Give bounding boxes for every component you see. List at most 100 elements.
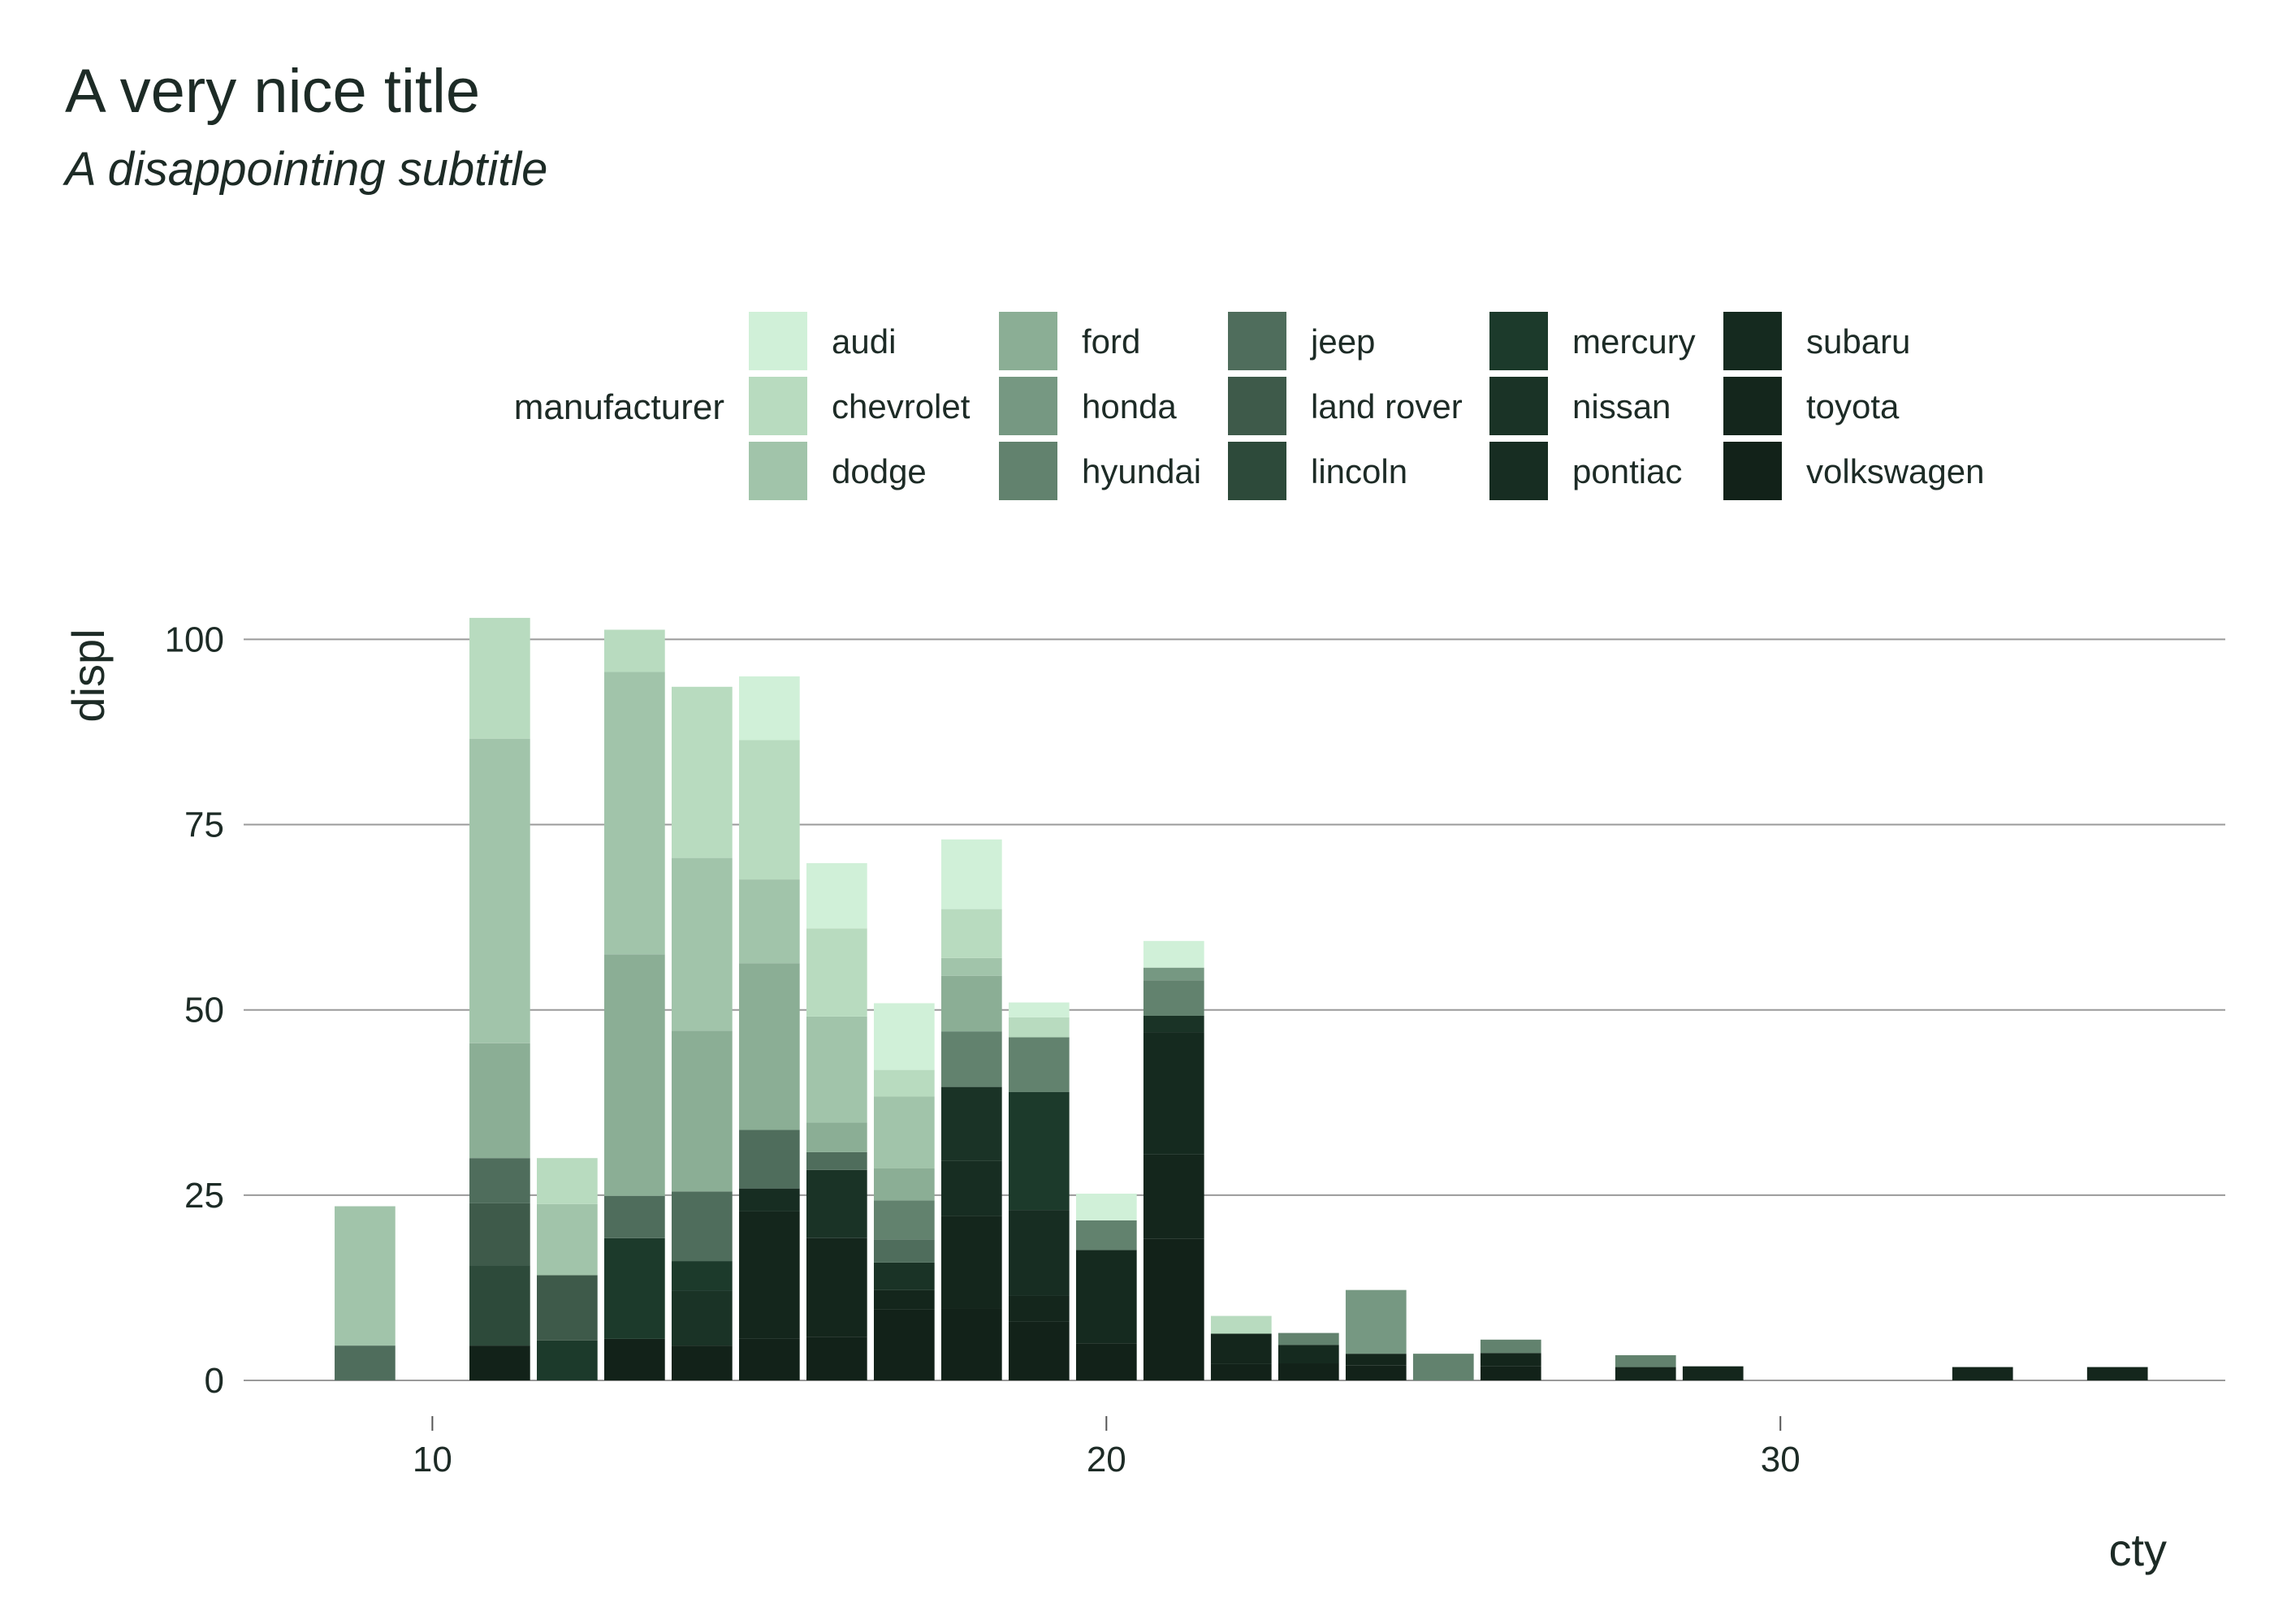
chart-subtitle: A disappointing subtitle — [63, 143, 547, 196]
legend-item-lincoln: lincoln — [1228, 442, 1407, 500]
bar-segment-volkswagen — [1278, 1363, 1339, 1380]
bar-segment-chevrolet — [739, 740, 800, 880]
bar-segment-mercury — [604, 1237, 665, 1339]
bar-segment-nissan — [1143, 1015, 1204, 1033]
bar-segment-subaru — [1075, 1250, 1137, 1344]
bar-segment-ford — [739, 963, 800, 1130]
legend-item-toyota: toyota — [1723, 377, 1900, 435]
legend-label: chevrolet — [832, 387, 971, 425]
bar-segment-nissan — [873, 1262, 935, 1290]
legend-swatch — [1228, 377, 1286, 435]
bar-segment-volkswagen — [672, 1345, 733, 1380]
legend-item-nissan: nissan — [1489, 377, 1671, 435]
bar-segment-hyundai — [873, 1200, 935, 1240]
x-axis-title: cty — [2108, 1524, 2167, 1575]
y-tick-label: 25 — [184, 1176, 224, 1216]
bar-segment-land-rover — [537, 1275, 598, 1341]
legend-label: subaru — [1806, 322, 1910, 361]
legend-item-land-rover: land rover — [1228, 377, 1463, 435]
bar-segment-volkswagen — [1143, 1238, 1204, 1380]
bar-segment-toyota — [2086, 1367, 2148, 1380]
legend-label: lincoln — [1311, 452, 1407, 490]
bar-segment-toyota — [1480, 1353, 1541, 1367]
bar-segment-toyota — [1143, 1154, 1204, 1239]
bar-segment-dodge — [940, 957, 1002, 976]
bar-segment-jeep — [335, 1345, 396, 1380]
bar-segment-volkswagen — [604, 1338, 665, 1380]
bar-segment-pontiac — [739, 1188, 800, 1212]
legend-label: land rover — [1311, 387, 1463, 425]
y-tick-label: 100 — [165, 620, 224, 659]
legend-swatch — [1723, 442, 1782, 500]
bar-segment-hyundai — [1008, 1037, 1070, 1092]
bar-segment-audi — [940, 839, 1002, 909]
bar-segment-mercury — [672, 1261, 733, 1291]
legend-item-mercury: mercury — [1489, 312, 1696, 370]
legend-label: hyundai — [1082, 452, 1201, 490]
bar-segment-hyundai — [940, 1031, 1002, 1087]
bar-segment-chevrolet — [469, 617, 530, 739]
legend-swatch — [1489, 312, 1548, 370]
legend-swatch — [999, 442, 1057, 500]
legend: manufacturer audi chevrolet dodge ford honda… — [514, 312, 1984, 500]
bar-segment-chevrolet — [537, 1158, 598, 1204]
legend-label: audi — [832, 322, 896, 361]
bar-segment-hyundai — [1615, 1354, 1676, 1367]
bar-segment-audi — [739, 676, 800, 741]
bar-segment-jeep — [739, 1129, 800, 1189]
legend-item-jeep: jeep — [1228, 312, 1375, 370]
bar-segment-volkswagen — [1345, 1365, 1407, 1380]
bar-segment-nissan — [672, 1290, 733, 1346]
bar-segment-toyota — [1345, 1354, 1407, 1366]
axes: 0 25 50 75 100 10 20 30 — [165, 620, 1801, 1479]
bar-segment-chevrolet — [1210, 1315, 1272, 1334]
bar-segment-toyota — [873, 1289, 935, 1310]
bar-segment-volkswagen — [873, 1309, 935, 1380]
legend-swatch — [1228, 442, 1286, 500]
bar-segment-ford — [806, 1122, 867, 1152]
bar-segment-audi — [1008, 1002, 1070, 1017]
bar-segment-chevrolet — [672, 686, 733, 858]
legend-swatch — [1723, 377, 1782, 435]
bar-segment-jeep — [806, 1151, 867, 1170]
legend-label: ford — [1082, 322, 1140, 361]
bar-segment-jeep — [672, 1191, 733, 1262]
bar-segment-audi — [873, 1003, 935, 1070]
bar-segment-ford — [873, 1168, 935, 1201]
bar-segment-toyota — [1210, 1333, 1272, 1364]
legend-swatch — [1489, 377, 1548, 435]
bar-segment-lincoln — [469, 1265, 530, 1346]
y-tick-label: 0 — [205, 1361, 224, 1401]
bar-segment-audi — [1075, 1194, 1137, 1220]
legend-item-audi: audi — [749, 312, 896, 370]
legend-swatch — [749, 312, 807, 370]
chart-title: A very nice title — [65, 57, 480, 126]
bar-segment-ford — [469, 1043, 530, 1159]
legend-item-pontiac: pontiac — [1489, 442, 1682, 500]
bar-segment-toyota — [739, 1211, 800, 1339]
legend-label: mercury — [1572, 322, 1696, 361]
bar-segment-hyundai — [1412, 1354, 1474, 1380]
bar-segment-toyota — [1615, 1367, 1676, 1380]
bar-segment-chevrolet — [873, 1069, 935, 1097]
bar-segment-chevrolet — [806, 928, 867, 1017]
bar-segment-toyota — [1952, 1367, 2013, 1380]
bar-segment-chevrolet — [940, 909, 1002, 958]
y-axis-title: displ — [63, 628, 114, 722]
legend-label: volkswagen — [1806, 452, 1984, 490]
x-tick-label: 10 — [413, 1440, 452, 1479]
bar-segment-mercury — [1008, 1091, 1070, 1211]
bar-segment-hyundai — [1278, 1332, 1339, 1345]
bar-segment-dodge — [672, 857, 733, 1031]
bar-segment-volkswagen — [1075, 1343, 1137, 1380]
legend-item-honda: honda — [999, 377, 1177, 435]
bar-segment-volkswagen — [940, 1308, 1002, 1380]
legend-swatch — [1228, 312, 1286, 370]
bar-segment-toyota — [1682, 1366, 1744, 1380]
bar-segment-dodge — [537, 1203, 598, 1276]
bar-segment-jeep — [873, 1239, 935, 1263]
legend-label: toyota — [1806, 387, 1900, 425]
x-tick-label: 30 — [1761, 1440, 1801, 1479]
bar-segment-hyundai — [1143, 980, 1204, 1016]
